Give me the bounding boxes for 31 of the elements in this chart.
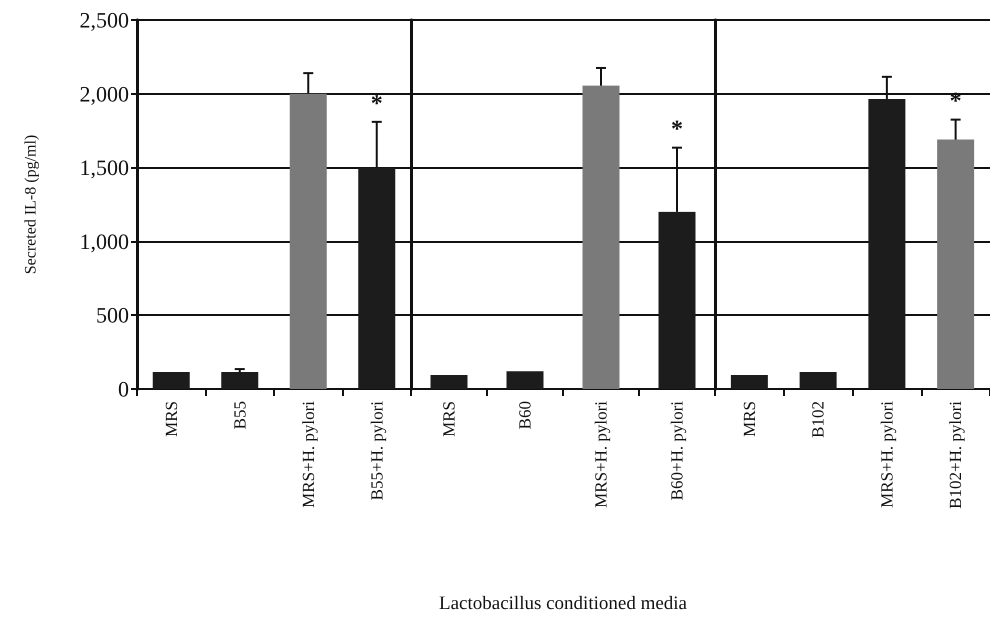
bar <box>582 86 620 389</box>
x-axis-title: Lactobacillus conditioned media <box>439 593 688 614</box>
bar <box>730 374 768 389</box>
bar <box>937 140 974 389</box>
y-tick-label: 2,500 <box>80 8 129 32</box>
bar <box>506 371 544 389</box>
y-tick-label: 500 <box>96 302 129 328</box>
x-tick-label: B102+H. pylori <box>946 400 966 509</box>
bar <box>290 94 327 389</box>
bar <box>221 372 258 389</box>
x-tick-label: MRS <box>162 401 181 437</box>
x-tick-label: MRS <box>440 401 458 437</box>
annotation: * <box>370 90 383 117</box>
x-tick-label: MRS+H. pylori <box>877 400 896 508</box>
y-tick-label: 1,000 <box>80 228 129 254</box>
y-tick-label: 1,500 <box>80 155 129 180</box>
x-tick-label: B55+H. pylori <box>367 400 386 500</box>
x-tick-label: MRS+H. pylori <box>298 400 318 508</box>
x-tick-label: B60 <box>516 401 534 430</box>
y-axis-title: Secreted IL-8 (pg/ml) <box>22 134 40 274</box>
y-tick-label: 0 <box>118 376 129 402</box>
x-tick-label: B102 <box>808 401 828 438</box>
x-tick-label: MRS <box>740 401 759 437</box>
bar <box>152 372 190 389</box>
annotation: * <box>671 116 683 143</box>
x-tick-label: MRS+H. pylori <box>592 400 610 508</box>
y-tick-label: 2,000 <box>80 81 129 106</box>
x-tick-label: B60+H. pylori <box>668 400 686 500</box>
x-tick-label: B55 <box>230 401 250 430</box>
bar <box>430 374 468 389</box>
bar <box>800 372 837 389</box>
